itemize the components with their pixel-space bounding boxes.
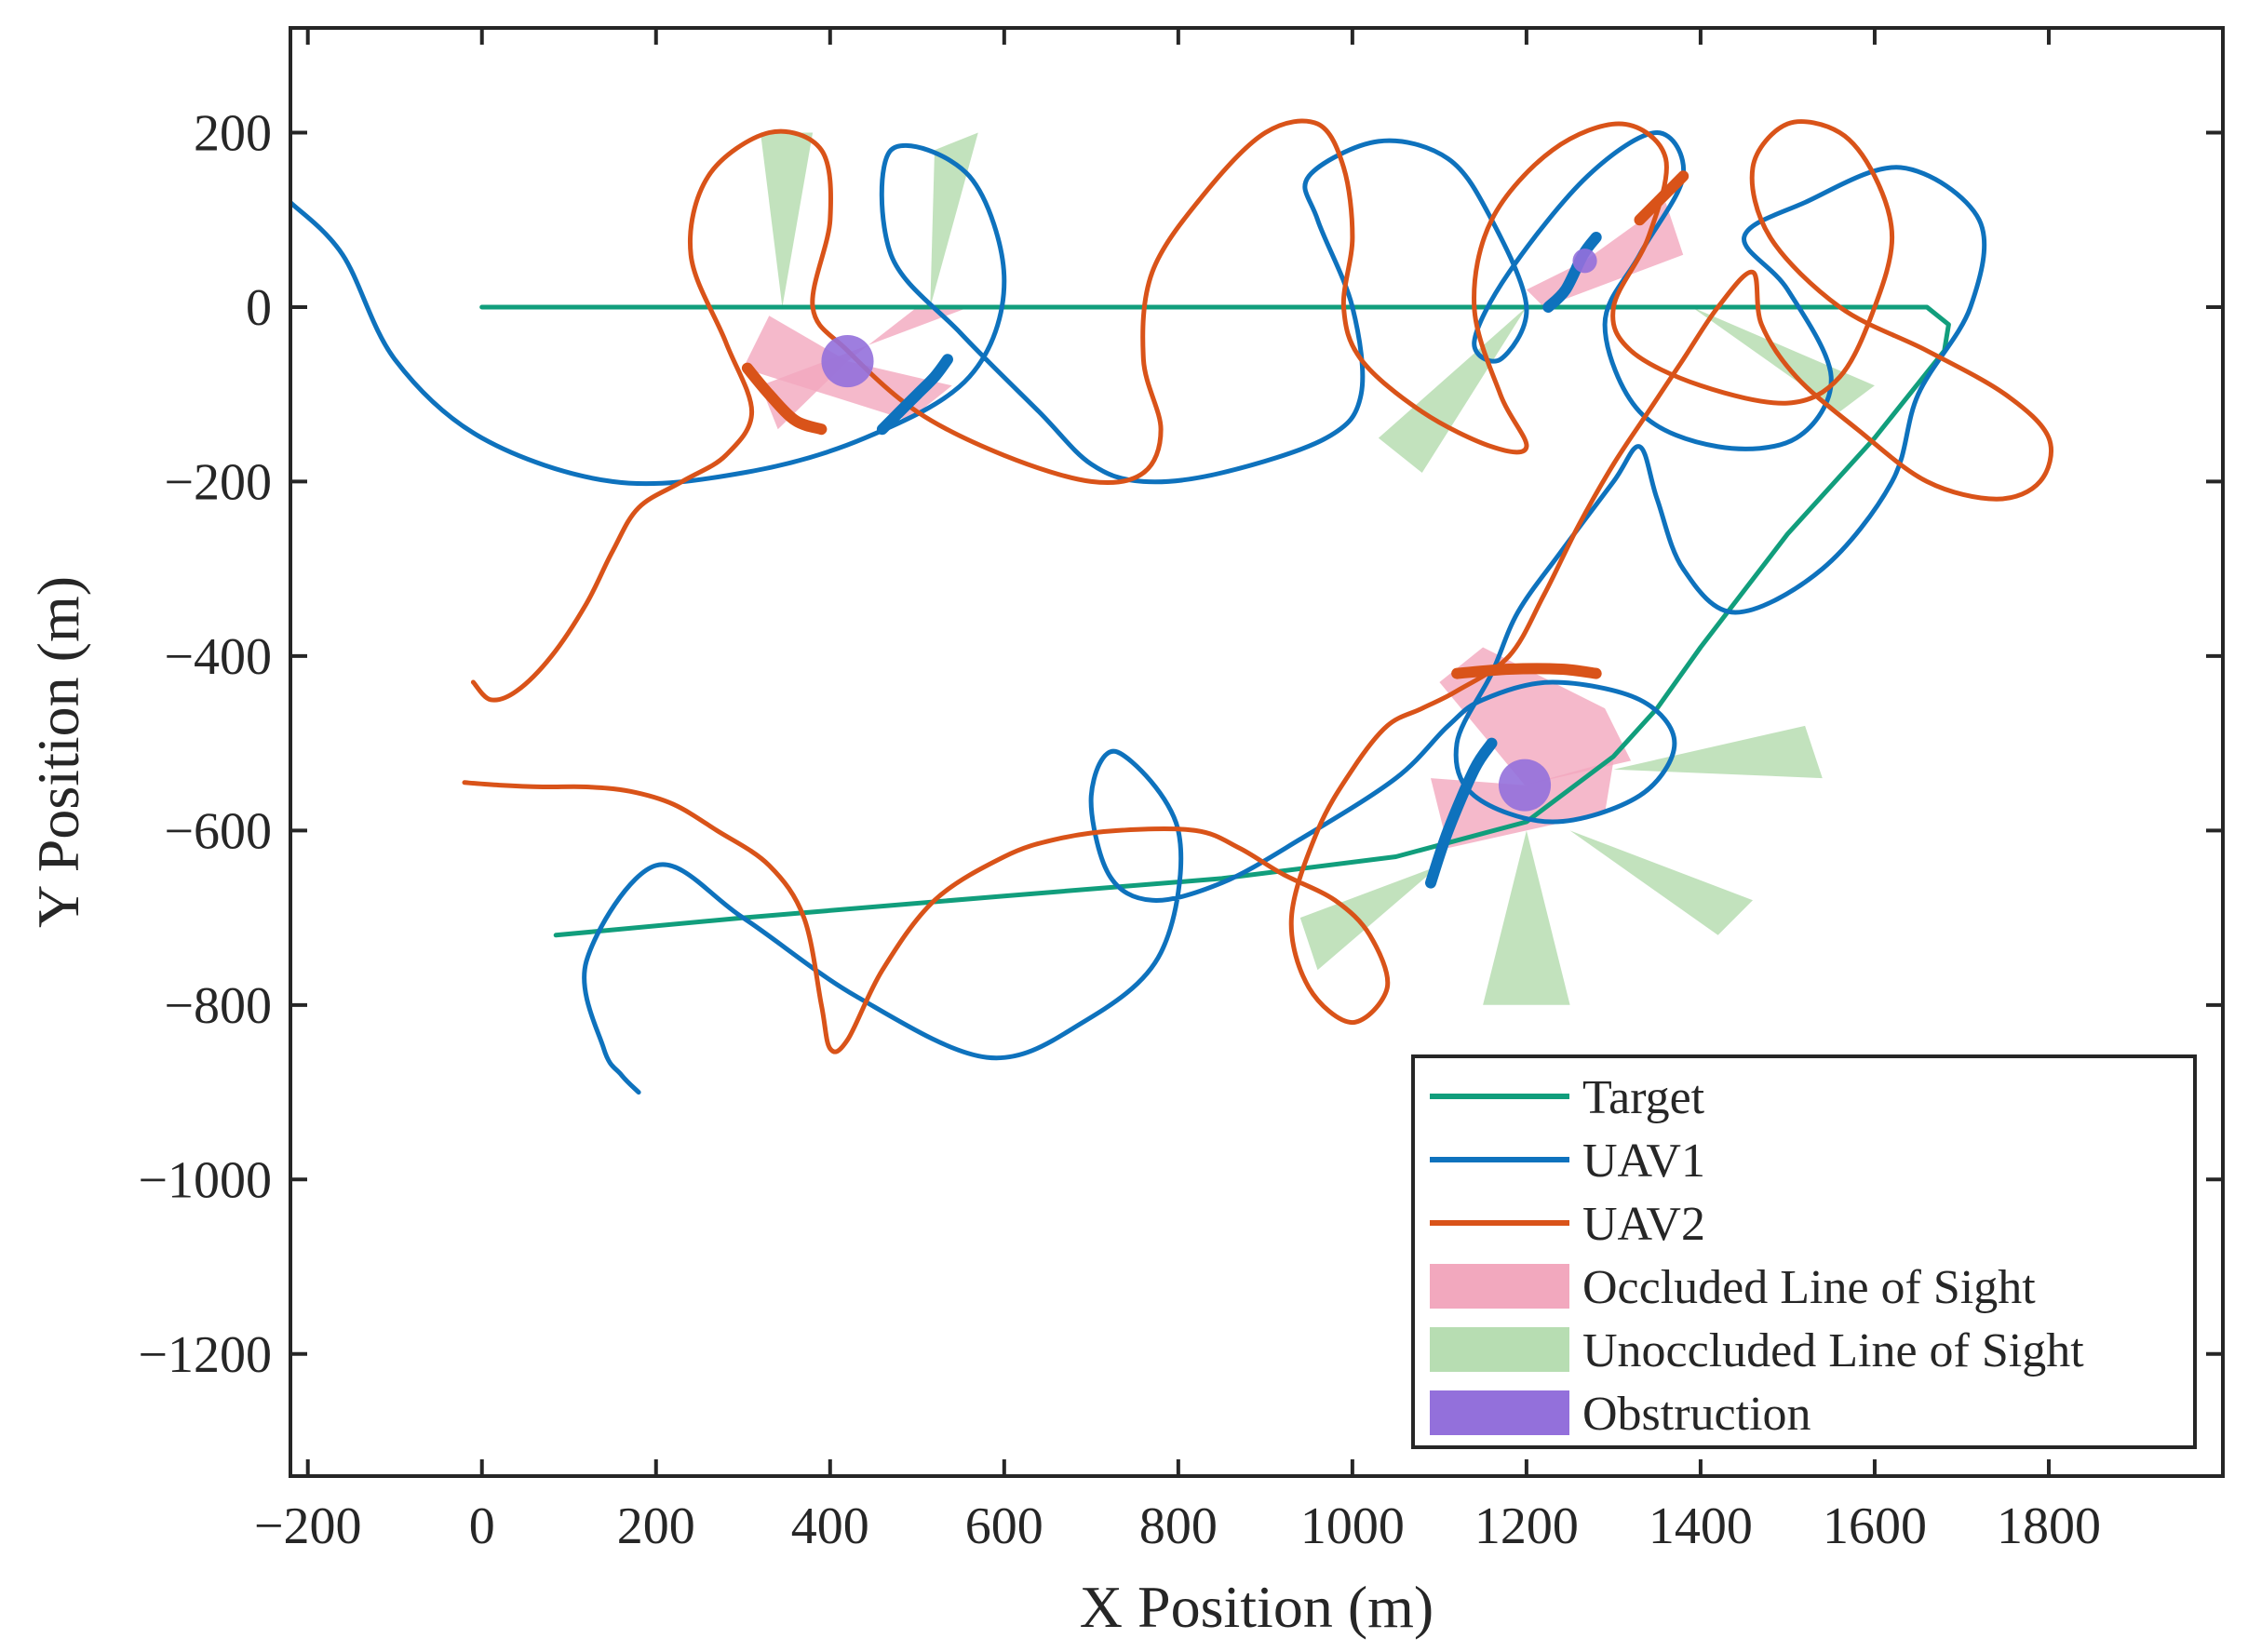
x-tick-label: 600 [965, 1498, 1043, 1555]
legend: Target UAV1 UAV2 Occluded Line of Sight Unoc… [1411, 1054, 2197, 1449]
y-tick-label: −1200 [138, 1326, 272, 1384]
uav2-highlight-arc-3 [1451, 663, 1602, 679]
uav1-highlight-arc-1 [876, 354, 953, 436]
legend-label-obstruction: Obstruction [1582, 1388, 1811, 1441]
unoccluded-sector-3 [1378, 307, 1527, 473]
legend-swatch-occluded [1430, 1264, 1569, 1309]
x-tick-label: 200 [617, 1498, 695, 1555]
x-tick-label: 400 [791, 1498, 869, 1555]
unoccluded-sector-7 [1483, 830, 1570, 1005]
legend-swatch-obstruction [1430, 1390, 1569, 1435]
legend-label-uav1: UAV1 [1582, 1135, 1705, 1188]
uav2-highlight-arc-1 [741, 362, 828, 436]
uav1-highlight-arc-2 [1425, 737, 1498, 889]
unoccluded-sector-2 [930, 132, 978, 307]
axis-ticks: −200 0 200 400 600 800 1000 1200 1400 1600 1800 200… [138, 28, 2223, 1555]
legend-box [1411, 1054, 2197, 1449]
x-tick-label: 1400 [1649, 1498, 1753, 1555]
legend-label-occluded: Occluded Line of Sight [1582, 1261, 2036, 1314]
x-tick-label: 1000 [1300, 1498, 1405, 1555]
uav2-highlight-arc-2 [1634, 170, 1689, 226]
unoccluded-sector-8 [1299, 865, 1440, 971]
legend-label-target: Target [1582, 1071, 1705, 1124]
x-tick-label: 1800 [1997, 1498, 2101, 1555]
uav1-trajectory [290, 130, 1987, 1095]
x-axis-title: X Position (m) [1080, 1574, 1434, 1640]
y-tick-label: 0 [246, 279, 272, 337]
y-tick-label: −1000 [138, 1151, 272, 1209]
target-trajectory [479, 304, 1951, 938]
unoccluded-sector-1 [761, 132, 814, 307]
plot-area [290, 118, 2053, 1095]
y-tick-label: −400 [164, 628, 272, 686]
legend-swatch-unoccluded [1430, 1327, 1569, 1372]
occluded-sector-2 [761, 307, 970, 430]
y-tick-label: 200 [194, 104, 272, 162]
y-tick-label: −600 [164, 802, 272, 860]
y-tick-label: −800 [164, 977, 272, 1035]
x-tick-label: 0 [469, 1498, 495, 1555]
unoccluded-sector-6 [1569, 830, 1753, 935]
x-tick-label: −200 [254, 1498, 362, 1555]
obstruction-3 [1498, 759, 1552, 812]
x-tick-label: 1200 [1474, 1498, 1579, 1555]
y-tick-label: −200 [164, 453, 272, 511]
y-axis-title: Y Position (m) [25, 576, 91, 928]
obstruction-1 [821, 335, 874, 388]
x-tick-label: 800 [1139, 1498, 1218, 1555]
x-tick-label: 1600 [1823, 1498, 1927, 1555]
legend-label-uav2: UAV2 [1582, 1198, 1705, 1251]
obstruction-2 [1572, 248, 1597, 274]
uav1-highlight-arc-3 [1542, 232, 1602, 313]
legend-label-unoccluded: Unoccluded Line of Sight [1582, 1324, 2084, 1377]
axes-box [289, 26, 2225, 1478]
